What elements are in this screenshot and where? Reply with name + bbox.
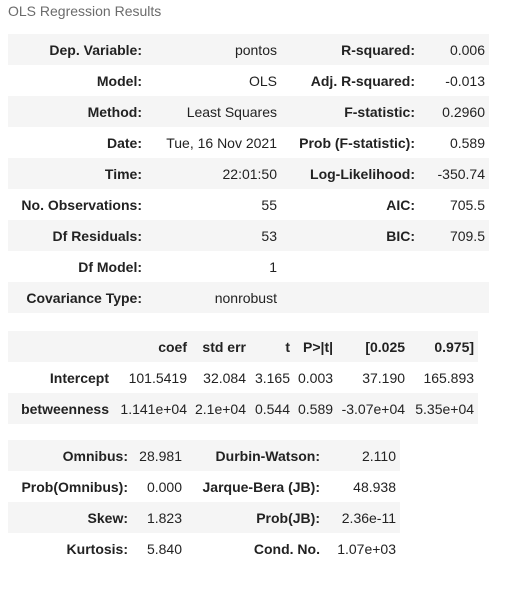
table-row: Model: OLS Adj. R-squared: -0.013 [8, 65, 489, 96]
summary-label: Df Model: [78, 258, 142, 275]
summary-value: 0.589 [449, 134, 485, 151]
summary-value [419, 251, 489, 282]
diagnostic-value: 2.36e-11 [324, 502, 400, 533]
table-cell: 1.141e+04 [113, 393, 191, 424]
table-cell: 5.35e+04 [409, 393, 479, 424]
summary-value: OLS [248, 72, 277, 89]
table-cell: 165.893 [423, 369, 475, 386]
table-row: Prob(Omnibus): 0.000 Jarque-Bera (JB): 4… [8, 471, 400, 502]
table-row: betweenness 1.141e+04 2.1e+04 0.544 0.58… [8, 393, 479, 424]
table-row: Kurtosis: 5.840 Cond. No. 1.07e+03 [8, 533, 400, 564]
diagnostic-value: 1.823 [132, 502, 186, 533]
table-row: Intercept 101.5419 32.084 3.165 0.003 37… [8, 362, 478, 393]
diagnostic-label: Prob(Omnibus): [21, 478, 128, 495]
diagnostic-label: Skew: [8, 502, 132, 533]
diagnostics-table: Omnibus: 28.981 Durbin-Watson: 2.110 Pro… [8, 440, 400, 564]
summary-label: AIC: [386, 196, 415, 213]
summary-value: 22:01:50 [146, 158, 281, 189]
column-header: [0.025 [337, 331, 410, 362]
row-label: betweenness [8, 393, 113, 424]
table-row: Omnibus: 28.981 Durbin-Watson: 2.110 [8, 440, 400, 471]
summary-value: 709.5 [419, 220, 489, 251]
summary-label: Covariance Type: [8, 282, 146, 313]
diagnostic-label: Jarque-Bera (JB): [202, 478, 320, 495]
diagnostic-value: 2.110 [324, 440, 400, 471]
summary-value: 53 [146, 220, 281, 251]
table-header-row: coef std err t P>|t| [0.025 0.975] [8, 331, 479, 362]
column-header: P>|t| [294, 331, 338, 362]
summary-label: R-squared: [281, 34, 419, 65]
summary-label: Date: [106, 134, 142, 151]
summary-value: 0.006 [419, 34, 489, 65]
summary-label: BIC: [281, 220, 419, 251]
coefficients-table: coef std err t P>|t| [0.025 0.975] Inter… [8, 331, 479, 424]
column-header: 0.975] [409, 331, 479, 362]
row-label: Intercept [49, 369, 109, 386]
summary-value: pontos [146, 34, 281, 65]
table-row: Date: Tue, 16 Nov 2021 Prob (F-statistic… [8, 127, 489, 158]
table-row: Covariance Type: nonrobust [8, 282, 489, 313]
summary-value: -350.74 [419, 158, 489, 189]
diagnostic-label: Durbin-Watson: [186, 440, 324, 471]
summary-value [419, 282, 489, 313]
diagnostic-value: 1.07e+03 [337, 540, 396, 557]
diagnostic-value: 48.938 [353, 478, 396, 495]
column-header [8, 331, 113, 362]
table-row: Df Model: 1 [8, 251, 489, 282]
diagnostic-label: Omnibus: [8, 440, 132, 471]
column-header: coef [113, 331, 191, 362]
table-cell: 0.589 [294, 393, 338, 424]
table-cell: 32.084 [203, 369, 246, 386]
table-cell: 37.190 [362, 369, 406, 386]
table-row: Skew: 1.823 Prob(JB): 2.36e-11 [8, 502, 400, 533]
summary-label: Model: [96, 72, 142, 89]
diagnostic-label: Kurtosis: [66, 540, 128, 557]
table-cell: 2.1e+04 [191, 393, 250, 424]
summary-label: Log-Likelihood: [281, 158, 419, 189]
diagnostic-label: Prob(JB): [186, 502, 324, 533]
summary-value: -0.013 [445, 72, 485, 89]
summary-label: Adj. R-squared: [310, 72, 415, 89]
table-row: Time: 22:01:50 Log-Likelihood: -350.74 [8, 158, 489, 189]
column-header: std err [191, 331, 250, 362]
table-cell: 0.544 [250, 393, 294, 424]
summary-value: 0.2960 [419, 96, 489, 127]
summary-value: Least Squares [146, 96, 281, 127]
table-cell: 0.003 [298, 369, 334, 386]
summary-label: Prob (F-statistic): [299, 134, 415, 151]
table-row: Method: Least Squares F-statistic: 0.296… [8, 96, 489, 127]
summary-label: Dep. Variable: [8, 34, 146, 65]
summary-value: nonrobust [146, 282, 281, 313]
table-caption: OLS Regression Results [8, 3, 162, 19]
summary-label [281, 251, 419, 282]
summary-label: F-statistic: [281, 96, 419, 127]
summary-label: Df Residuals: [8, 220, 146, 251]
summary-value: 1 [269, 258, 277, 275]
table-row: No. Observations: 55 AIC: 705.5 [8, 189, 489, 220]
summary-label: Time: [8, 158, 146, 189]
table-cell: 3.165 [254, 369, 290, 386]
diagnostic-value: 5.840 [146, 540, 182, 557]
summary-value: Tue, 16 Nov 2021 [166, 134, 277, 151]
diagnostic-value: 28.981 [132, 440, 186, 471]
column-header: t [250, 331, 294, 362]
summary-value: 55 [261, 196, 277, 213]
summary-label: Method: [8, 96, 146, 127]
diagnostic-label: Cond. No. [253, 540, 320, 557]
table-row: Dep. Variable: pontos R-squared: 0.006 [8, 34, 489, 65]
model-summary-table: Dep. Variable: pontos R-squared: 0.006 M… [8, 34, 489, 313]
summary-label: No. Observations: [21, 196, 142, 213]
table-cell: -3.07e+04 [337, 393, 410, 424]
table-cell: 101.5419 [128, 369, 187, 386]
diagnostic-value: 0.000 [146, 478, 182, 495]
summary-label [281, 282, 419, 313]
summary-value: 705.5 [449, 196, 485, 213]
table-row: Df Residuals: 53 BIC: 709.5 [8, 220, 489, 251]
